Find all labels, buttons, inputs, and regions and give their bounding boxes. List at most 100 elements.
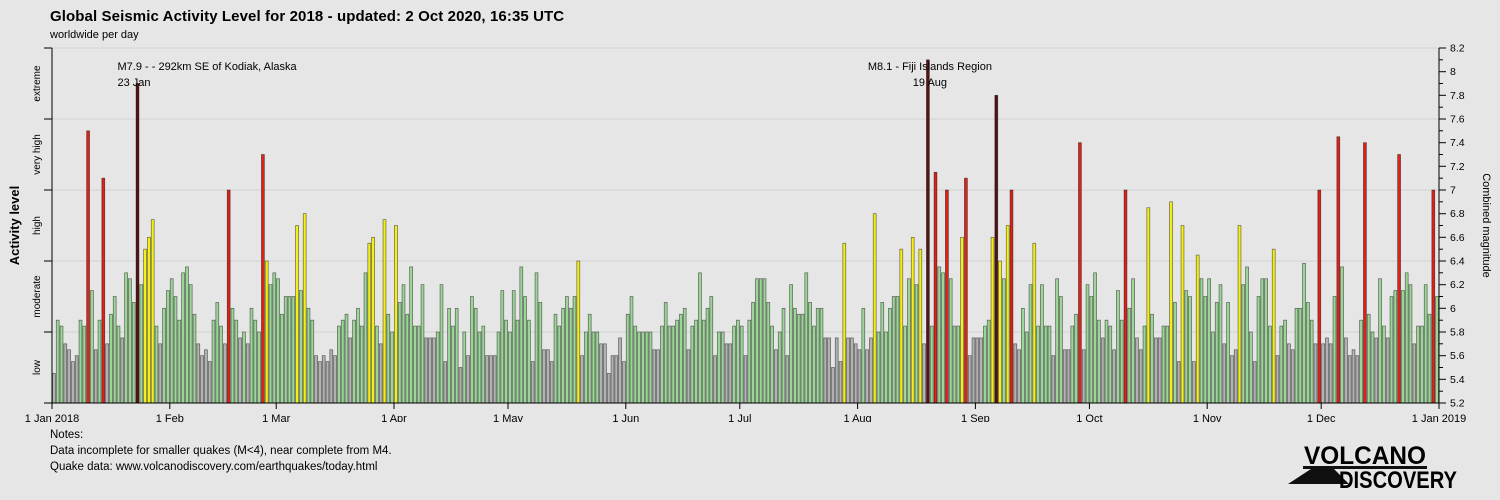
bar-day-234 (937, 266, 942, 404)
bar-day-115 (485, 355, 489, 404)
logo-underline (1303, 466, 1427, 469)
bar-day-297 (1176, 361, 1181, 404)
bar-day-361 (1420, 325, 1424, 404)
bar-day-102 (435, 331, 440, 404)
bar-day-134 (557, 325, 562, 404)
bar-day-305 (1207, 278, 1211, 404)
bar-day-352 (1385, 337, 1390, 404)
bar-day-250 (998, 260, 1002, 404)
volcano-discovery-logo: VOLCANO DISCOVERY (1286, 437, 1466, 495)
bar-day-62 (283, 296, 288, 404)
bar-day-291 (1154, 337, 1158, 404)
bar-day-255 (1017, 349, 1021, 404)
bar-day-218 (876, 331, 881, 404)
bar-day-323 (1275, 355, 1280, 404)
bar-day-18 (116, 325, 121, 404)
bar-day-238 (952, 325, 957, 404)
bar-day-213 (857, 349, 862, 404)
bar-day-200 (808, 302, 812, 404)
bar-day-79 (348, 337, 353, 404)
bar-day-68 (306, 307, 311, 404)
bar-day-354 (1393, 290, 1398, 404)
bar-day-9 (82, 325, 87, 404)
bar-day-176 (717, 331, 721, 404)
bar-day-339 (1336, 136, 1341, 404)
bar-day-188 (762, 278, 767, 404)
bar-day-4 (63, 343, 68, 404)
bar-day-1 (52, 373, 56, 404)
bar-day-195 (789, 284, 793, 404)
bar-day-320 (1264, 278, 1268, 404)
bar-day-316 (1249, 331, 1253, 404)
bar-day-342 (1347, 355, 1352, 404)
bar-day-67 (302, 213, 307, 404)
y-right-tick-label: 5.4 (1450, 374, 1465, 386)
bar-day-172 (701, 319, 706, 404)
bar-day-322 (1271, 248, 1276, 404)
bar-day-175 (713, 355, 717, 404)
bar-day-319 (1260, 278, 1265, 404)
bar-day-203 (819, 307, 824, 404)
bar-day-285 (1131, 278, 1135, 404)
bar-day-300 (1188, 296, 1192, 404)
bar-day-275 (1093, 272, 1097, 404)
bar-day-217 (872, 213, 877, 404)
bar-day-201 (812, 325, 816, 404)
y-right-tick-label: 8.2 (1450, 43, 1465, 55)
activity-level-tick-label: moderate (32, 275, 43, 318)
bar-day-332 (1309, 319, 1314, 404)
bar-day-173 (705, 307, 710, 404)
bar-day-169 (690, 325, 695, 404)
bar-day-245 (979, 337, 983, 404)
bar-day-298 (1180, 225, 1185, 404)
bar-day-117 (492, 355, 497, 404)
bar-day-42 (207, 361, 212, 404)
bar-day-240 (960, 236, 964, 404)
bar-day-296 (1173, 302, 1177, 404)
bar-day-160 (656, 349, 660, 404)
bar-day-355 (1397, 154, 1401, 404)
bar-day-46 (223, 343, 227, 404)
bar-day-153 (629, 296, 634, 404)
bar-day-191 (774, 349, 778, 404)
bar-day-156 (641, 331, 645, 404)
x-tick-label: 1 Dec (1307, 413, 1336, 422)
bar-day-71 (318, 361, 322, 404)
bar-day-85 (371, 236, 375, 404)
bar-day-41 (204, 349, 208, 404)
x-tick-label: 1 May (493, 413, 523, 422)
bar-day-231 (926, 59, 930, 404)
activity-level-tick-label: extreme (32, 65, 43, 102)
bar-day-276 (1097, 319, 1101, 404)
bar-day-96 (413, 325, 417, 404)
bar-day-198 (800, 313, 805, 404)
y-right-tick-label: 6 (1450, 303, 1456, 315)
bar-day-346 (1363, 142, 1367, 404)
bar-day-73 (325, 361, 330, 404)
x-tick-label: 1 Jan 2019 (1412, 413, 1466, 422)
bar-day-162 (663, 302, 668, 404)
bar-day-362 (1423, 284, 1428, 404)
bar-day-90 (390, 331, 394, 404)
bar-day-353 (1389, 296, 1394, 404)
bar-day-91 (394, 225, 398, 404)
logo-canvas: VOLCANO DISCOVERY (1288, 442, 1457, 494)
bar-day-150 (618, 337, 622, 404)
bar-day-254 (1013, 343, 1018, 404)
bar-day-125 (523, 296, 527, 404)
bar-day-239 (956, 325, 961, 404)
bar-day-363 (1427, 313, 1432, 404)
annotation-date-1: 23 Jan (118, 77, 151, 89)
bar-day-262 (1043, 325, 1048, 404)
y-right-tick-label: 5.6 (1450, 350, 1465, 362)
bar-day-278 (1104, 319, 1109, 404)
bar-day-131 (546, 349, 550, 404)
bar-day-152 (625, 313, 630, 404)
bar-day-326 (1287, 343, 1291, 404)
bar-day-47 (226, 189, 231, 404)
bar-day-206 (831, 367, 835, 404)
bar-day-23 (135, 83, 140, 404)
bar-day-60 (276, 278, 280, 404)
bar-day-324 (1279, 325, 1284, 404)
bar-day-45 (219, 325, 223, 404)
